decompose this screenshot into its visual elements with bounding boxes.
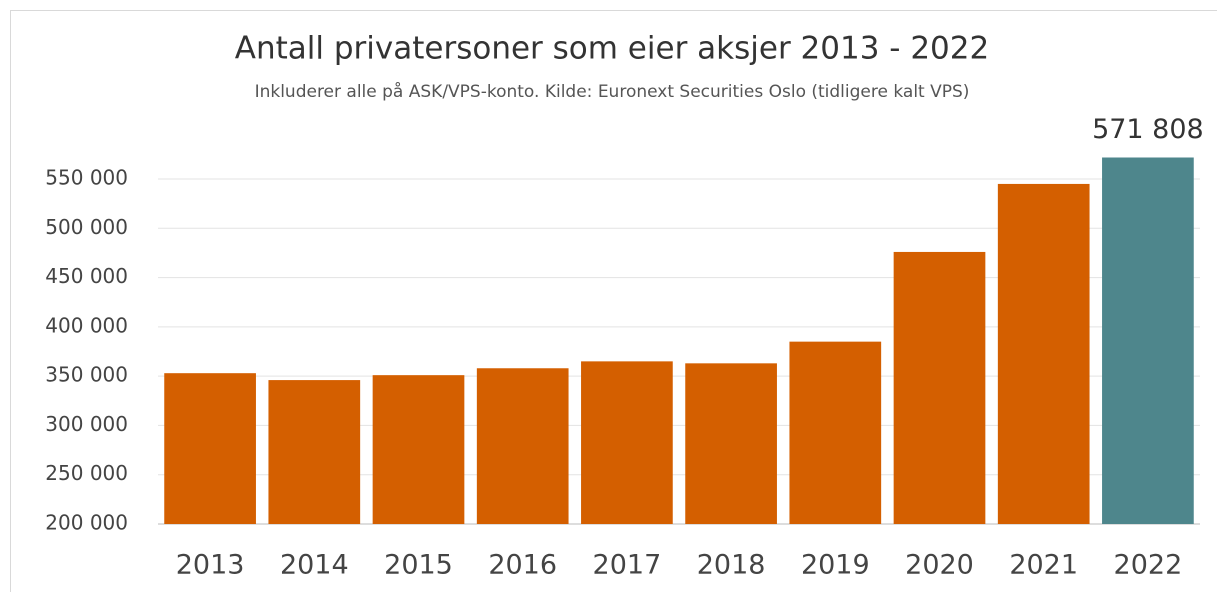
y-tick-label: 400 000	[45, 313, 128, 337]
bar	[476, 368, 569, 524]
chart-title: Antall privatersoner som eier aksjer 201…	[235, 31, 989, 67]
x-tick-label: 2013	[176, 550, 245, 581]
bar	[372, 375, 465, 524]
x-tick-label: 2022	[1114, 550, 1183, 581]
x-tick-label: 2016	[488, 550, 557, 581]
bar	[997, 183, 1090, 524]
value-label: 571 808	[1092, 114, 1204, 145]
x-tick-label: 2019	[801, 550, 870, 581]
x-tick-label: 2017	[593, 550, 662, 581]
bar	[164, 373, 256, 524]
bar	[789, 341, 882, 524]
chart-subtitle: Inkluderer alle på ASK/VPS-konto. Kilde:…	[255, 81, 970, 102]
bar	[581, 361, 673, 524]
x-tick-label: 2015	[384, 550, 453, 581]
y-tick-label: 500 000	[45, 215, 128, 239]
x-tick-label: 2020	[905, 550, 974, 581]
x-tick-label: 2018	[697, 550, 766, 581]
bar	[893, 251, 986, 524]
y-tick-label: 450 000	[45, 264, 128, 288]
bar	[1102, 157, 1194, 524]
y-tick-label: 200 000	[45, 511, 128, 535]
bar	[685, 363, 777, 524]
y-tick-label: 300 000	[45, 412, 128, 436]
x-tick-label: 2014	[280, 550, 349, 581]
frame	[10, 10, 1217, 592]
y-tick-label: 250 000	[45, 461, 128, 485]
bar	[268, 380, 361, 524]
y-tick-label: 550 000	[45, 166, 128, 190]
y-tick-label: 350 000	[45, 363, 128, 387]
x-tick-label: 2021	[1009, 550, 1078, 581]
